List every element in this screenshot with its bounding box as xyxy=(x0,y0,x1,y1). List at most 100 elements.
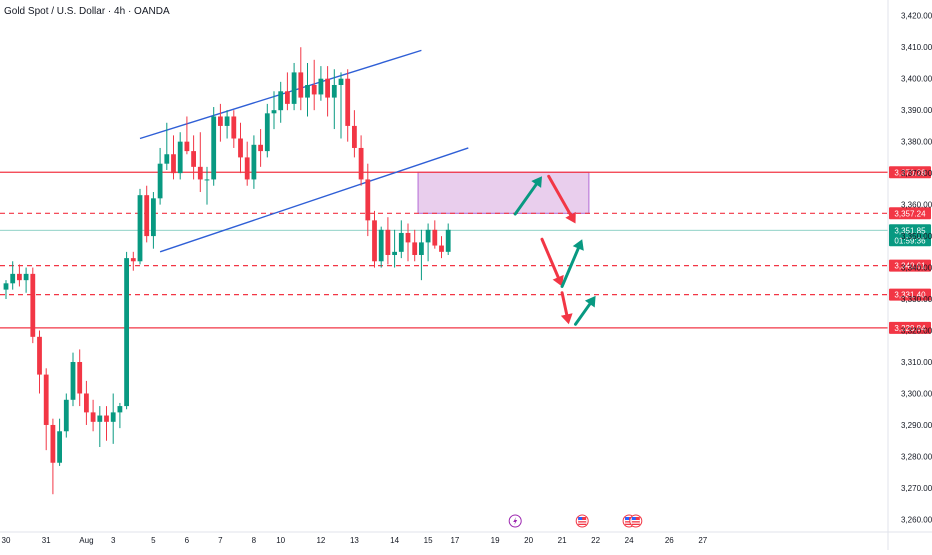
x-tick-label: 30 xyxy=(2,536,11,545)
candle-body xyxy=(285,91,290,104)
us-flag-icon xyxy=(578,522,587,524)
forecast-arrow xyxy=(540,237,560,279)
y-tick-label: 3,400.00 xyxy=(901,75,932,84)
candle-body xyxy=(171,154,176,174)
candle-body xyxy=(264,113,270,152)
candle-body xyxy=(271,110,277,114)
candle-body xyxy=(84,393,89,413)
candle-body xyxy=(117,406,123,413)
levels: 3,370.28 3,357.24 3,340.61 3,331.40 3,320.84… xyxy=(0,166,931,334)
candle-body xyxy=(50,424,56,463)
candle-body xyxy=(144,195,150,237)
candle-body xyxy=(151,198,156,237)
x-tick-label: 17 xyxy=(450,536,459,545)
level-tag xyxy=(889,166,931,179)
us-flag-icon xyxy=(625,520,634,522)
candle-body xyxy=(244,157,250,180)
candle-body xyxy=(311,84,317,95)
candle-body xyxy=(338,78,344,85)
x-tick-label: 3 xyxy=(111,536,116,545)
level-tag xyxy=(889,321,931,334)
candle-body xyxy=(211,116,217,180)
x-tick-label: 27 xyxy=(698,536,707,545)
level-tag xyxy=(889,207,931,220)
y-tick-label: 3,300.00 xyxy=(901,389,932,398)
forecast-arrowhead xyxy=(584,295,596,308)
candle-body xyxy=(184,141,190,152)
candle-body xyxy=(63,399,69,432)
current-price-label: 3,351.85 xyxy=(894,226,926,235)
candle-body xyxy=(204,179,210,181)
candle-body xyxy=(224,116,230,126)
x-tick-label: 31 xyxy=(42,536,51,545)
candle-body xyxy=(345,78,351,126)
candle-body xyxy=(97,415,103,422)
candle-body xyxy=(365,179,371,221)
candle-body xyxy=(412,242,418,255)
forecast-arrowhead xyxy=(531,176,542,188)
candle-body xyxy=(352,125,357,148)
candle-body xyxy=(90,412,96,422)
forecast-arrowhead xyxy=(560,313,573,325)
y-tick-label: 3,310.00 xyxy=(901,358,932,367)
forecast-arrow xyxy=(574,302,592,326)
y-tick-label: 3,280.00 xyxy=(901,452,932,461)
candle-body xyxy=(218,116,223,126)
forecast-arrowhead xyxy=(552,274,564,287)
channel-line xyxy=(159,147,469,253)
level-label: 3,340.61 xyxy=(894,262,926,271)
candle-body xyxy=(385,229,391,255)
current-price-tag xyxy=(889,224,931,247)
energy-icon xyxy=(513,517,518,525)
candle-body xyxy=(398,232,404,252)
x-tick-label: 20 xyxy=(524,536,533,545)
forecast-arrow xyxy=(560,246,580,288)
level-tag xyxy=(889,288,931,301)
candle-body xyxy=(439,245,444,252)
x-tick-label: 15 xyxy=(424,536,433,545)
y-tick-label: 3,340.00 xyxy=(901,264,932,273)
level-label: 3,357.24 xyxy=(894,209,926,218)
candle-body xyxy=(278,91,284,111)
y-tick-label: 3,350.00 xyxy=(901,232,932,241)
candle-body xyxy=(37,336,42,375)
candle-body xyxy=(10,273,16,284)
candle-body xyxy=(231,116,237,139)
candle-body xyxy=(17,273,22,281)
candle-body xyxy=(110,412,116,422)
candle-body xyxy=(124,258,129,407)
y-tick-label: 3,320.00 xyxy=(901,327,932,336)
candle-body xyxy=(318,78,324,95)
x-axis: 30 31 Aug 3 5 6 7 8 10 12 13 14 15 17 19 20 21 22 24 26 27 xyxy=(0,531,932,545)
candle-body xyxy=(258,144,263,152)
candle-body xyxy=(298,72,304,98)
y-tick-label: 3,390.00 xyxy=(901,106,932,115)
candle-body xyxy=(157,163,163,199)
x-tick-label: 8 xyxy=(252,536,257,545)
us-flag-icon xyxy=(625,522,634,524)
candle-body xyxy=(378,229,384,262)
forecast-arrow xyxy=(513,182,538,216)
candle-body xyxy=(30,273,36,337)
x-tick-label: 7 xyxy=(218,536,223,545)
forecast-arrow xyxy=(547,174,573,217)
candle-body xyxy=(291,72,297,104)
x-tick-label: 24 xyxy=(625,536,634,545)
candle-body xyxy=(445,229,451,252)
x-tick-label: 5 xyxy=(151,536,156,545)
candle-body xyxy=(104,415,109,422)
level-label: 3,370.28 xyxy=(894,168,926,177)
us-flag-icon xyxy=(578,520,587,522)
x-tick-label: 14 xyxy=(390,536,399,545)
y-axis: 3,420.00 3,410.00 3,400.00 3,390.00 3,380.00… xyxy=(887,0,932,550)
arrows xyxy=(513,174,596,326)
candle-body xyxy=(137,195,143,262)
chart-title: Gold Spot / U.S. Dollar · 4h · OANDA xyxy=(4,6,170,17)
candles xyxy=(3,47,451,495)
candle-body xyxy=(3,283,9,290)
y-tick-label: 3,370.00 xyxy=(901,169,932,178)
event-icons xyxy=(508,514,643,528)
x-tick-label: 6 xyxy=(185,536,190,545)
